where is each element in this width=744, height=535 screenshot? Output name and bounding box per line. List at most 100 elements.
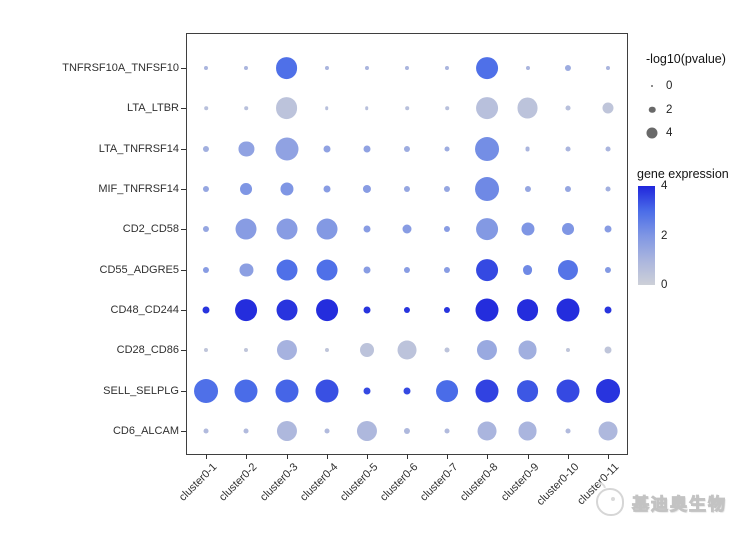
dot [204,106,209,111]
y-axis-label: CD6_ALCAM [112,424,179,437]
dot [522,264,533,275]
plot-panel [186,33,628,455]
dot [518,340,537,360]
x-axis-label: cluster0-5 [337,461,381,504]
axis-tick [366,454,368,459]
dot [204,348,209,353]
dot [405,106,409,111]
axis-tick [181,188,186,190]
dot [516,299,539,321]
y-axis-label: CD55_ADGRE5 [99,263,179,276]
dot [202,306,210,314]
dot [604,266,611,273]
axis-tick [181,269,186,271]
dot [445,65,450,71]
dot [276,218,298,240]
dot [556,298,580,322]
dot [324,348,329,353]
dot [203,266,210,273]
dot [276,420,297,442]
dot [444,306,451,313]
dot [404,185,411,193]
dot [276,259,298,281]
dot [605,65,610,71]
dot [444,428,450,434]
dot [315,379,339,403]
dot [280,182,294,196]
dot [444,266,451,273]
axis-tick [181,68,186,69]
dot [524,185,531,193]
dot [444,146,450,152]
dot [565,105,571,111]
dot [316,218,338,240]
dot [525,65,530,71]
axis-tick [181,390,186,392]
axis-tick [181,309,186,311]
axis-tick [206,454,208,459]
y-axis-label: SELL_SELPLG [103,384,179,397]
dot [557,259,578,280]
axis-tick [487,454,489,459]
dot [364,65,369,71]
x-axis-label: cluster0-10 [534,461,582,508]
legend-value: 0 [666,80,673,92]
y-axis-label: CD48_CD244 [110,303,179,316]
watermark: 基迪奥生物 [596,488,727,516]
dot [445,106,449,111]
dot [275,97,298,120]
dot [475,177,500,201]
dot [363,387,371,395]
dot [475,379,499,403]
color-legend-value: 2 [661,229,668,242]
x-axis-label: cluster0-2 [217,461,260,504]
color-legend-value: 4 [661,180,668,192]
dot [403,387,411,395]
legend-value: 2 [666,103,673,116]
dot [604,306,612,314]
dot [477,340,498,361]
axis-tick [607,454,609,459]
axis-tick [181,350,186,352]
watermark-logo-icon [596,488,624,516]
dot [444,185,451,193]
dot [203,185,210,193]
dot [565,428,571,434]
x-axis-label: cluster0-7 [418,461,461,504]
dot [203,428,209,434]
dot [239,263,253,277]
dot [365,106,369,111]
dot [604,346,612,354]
dot [235,299,258,321]
dot [475,136,500,161]
dot [397,340,417,360]
legend-value: 4 [666,127,673,139]
dot [516,379,539,402]
dot [275,379,299,403]
dot [324,65,329,71]
dot [604,225,612,233]
dot [475,298,499,322]
dot [275,137,299,161]
color-legend-title: gene expression [637,167,729,181]
y-axis-label: LTA_TNFRSF14 [98,142,179,155]
dot [323,185,331,193]
dot [203,226,210,233]
axis-tick [181,108,186,110]
dot [324,106,329,111]
dot [276,299,298,321]
axis-tick [246,454,248,459]
axis-tick [286,454,288,459]
dot [556,379,580,403]
x-axis-label: cluster0-1 [177,461,220,504]
dot [525,146,530,152]
dot [605,146,611,152]
dot [476,57,499,79]
dot [565,348,570,353]
legend-dot-icon [646,127,658,139]
y-axis-label: CD2_CD58 [122,223,179,236]
dot [362,184,371,194]
color-legend: gene expression 4 2 0 [637,167,742,297]
y-axis-label: TNFRSF10A_TNFSF10 [62,62,179,74]
